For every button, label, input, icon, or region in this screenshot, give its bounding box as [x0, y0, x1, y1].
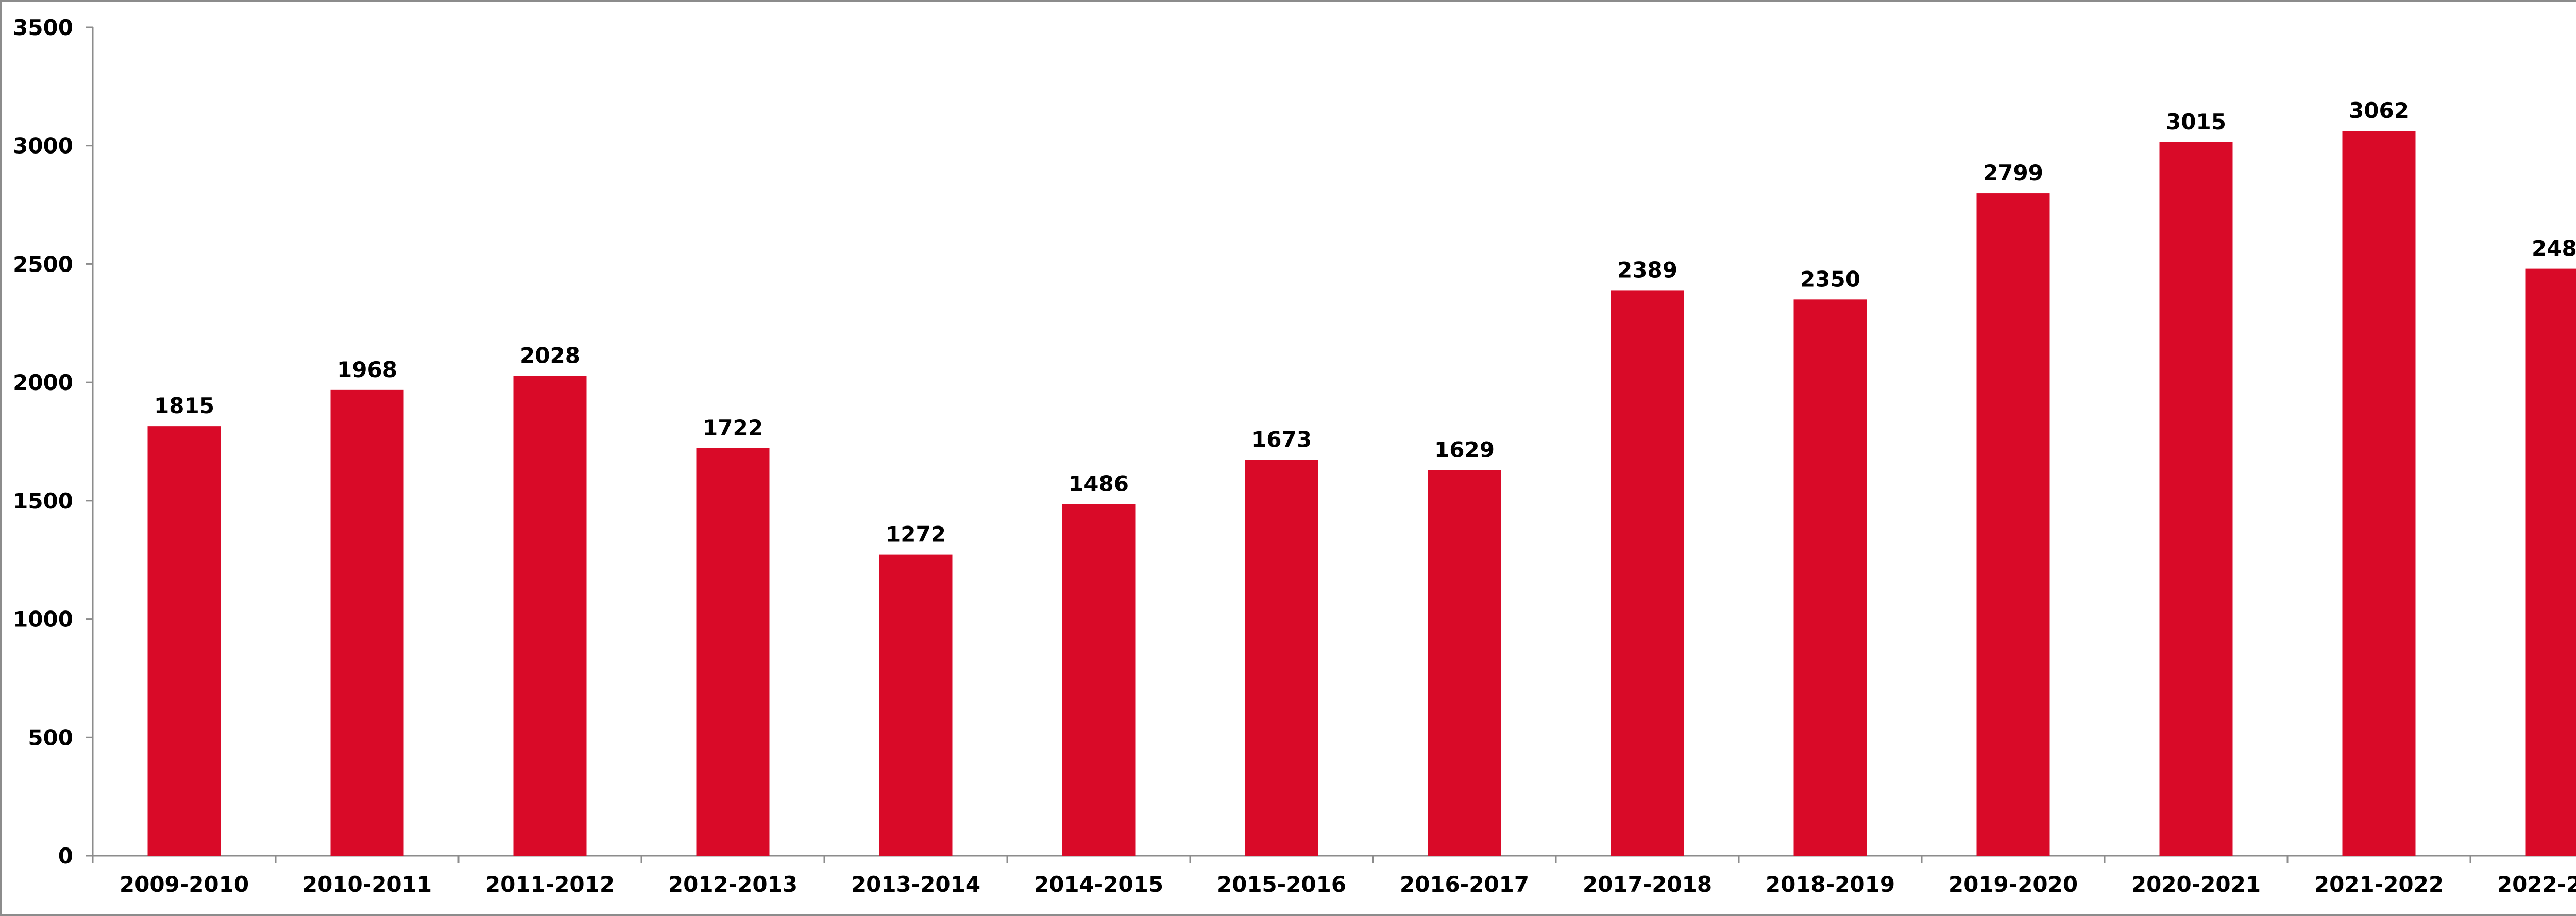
bar-value-label: 2799: [1983, 160, 2043, 185]
bar-value-label: 3015: [2166, 109, 2226, 134]
bar-value-label: 2389: [1617, 257, 1677, 282]
x-tick-label: 2015-2016: [1217, 872, 1346, 897]
bar-value-label: 3062: [2349, 98, 2409, 123]
y-tick-label: 1000: [13, 607, 73, 632]
y-tick-label: 1500: [13, 488, 73, 514]
bar: [513, 376, 587, 856]
x-tick-label: 2013-2014: [851, 872, 980, 897]
bar-value-label: 1722: [703, 415, 763, 440]
x-tick-label: 2016-2017: [1400, 872, 1529, 897]
bar-value-label: 1968: [337, 357, 397, 382]
x-axis: 2009-2010 2010-2011 2011-2012 2012-2013 2013…: [92, 855, 2576, 897]
x-tick-label: 2017-2018: [1583, 872, 1712, 897]
bar-value-label: 1673: [1251, 427, 1312, 452]
bar: [1245, 460, 1318, 856]
bar-value-label: 1272: [886, 522, 946, 547]
x-tick-label: 2009-2010: [120, 872, 249, 897]
y-tick-label: 3500: [13, 15, 73, 40]
bar: [1428, 470, 1501, 856]
bar: [2525, 268, 2576, 856]
y-tick-label: 2500: [13, 251, 73, 277]
data-labels: 1815 1968 2028 1722 1272 1486 1673 1629 2389 2350…: [154, 98, 2576, 547]
bar-value-label: 2028: [520, 343, 580, 368]
bar: [1611, 290, 1684, 856]
x-tick-label: 2012-2013: [668, 872, 798, 897]
x-tick-label: 2019-2020: [1948, 872, 2078, 897]
x-tick-label: 2011-2012: [485, 872, 615, 897]
bars: [147, 131, 2576, 856]
y-tick-label: 0: [58, 843, 73, 869]
bar-value-label: 1629: [1434, 437, 1495, 463]
bar: [2342, 131, 2416, 856]
bar: [1976, 193, 2050, 856]
y-axis: 0 500 1000 1500 2000 2500 3000 3500: [13, 15, 94, 869]
bar: [879, 554, 953, 856]
y-tick-label: 2000: [13, 370, 73, 395]
bar: [2159, 142, 2233, 856]
x-tick-label: 2018-2019: [1766, 872, 1895, 897]
bar: [696, 448, 770, 856]
bar-value-label: 2480: [2532, 236, 2576, 261]
x-tick-label: 2010-2011: [302, 872, 432, 897]
x-tick-label: 2022-2023: [2497, 872, 2576, 897]
bar-value-label: 1486: [1069, 471, 1129, 496]
bar: [1062, 504, 1136, 856]
y-tick-label: 3000: [13, 133, 73, 159]
y-tick-label: 500: [28, 725, 73, 750]
x-tick-label: 2021-2022: [2314, 872, 2444, 897]
bar: [330, 389, 404, 856]
x-tick-label: 2020-2021: [2131, 872, 2261, 897]
bar-value-label: 2350: [1800, 266, 1860, 292]
bar-value-label: 1815: [154, 393, 214, 418]
x-tick-label: 2014-2015: [1034, 872, 1163, 897]
bar: [1793, 299, 1867, 856]
bar: [147, 426, 221, 856]
